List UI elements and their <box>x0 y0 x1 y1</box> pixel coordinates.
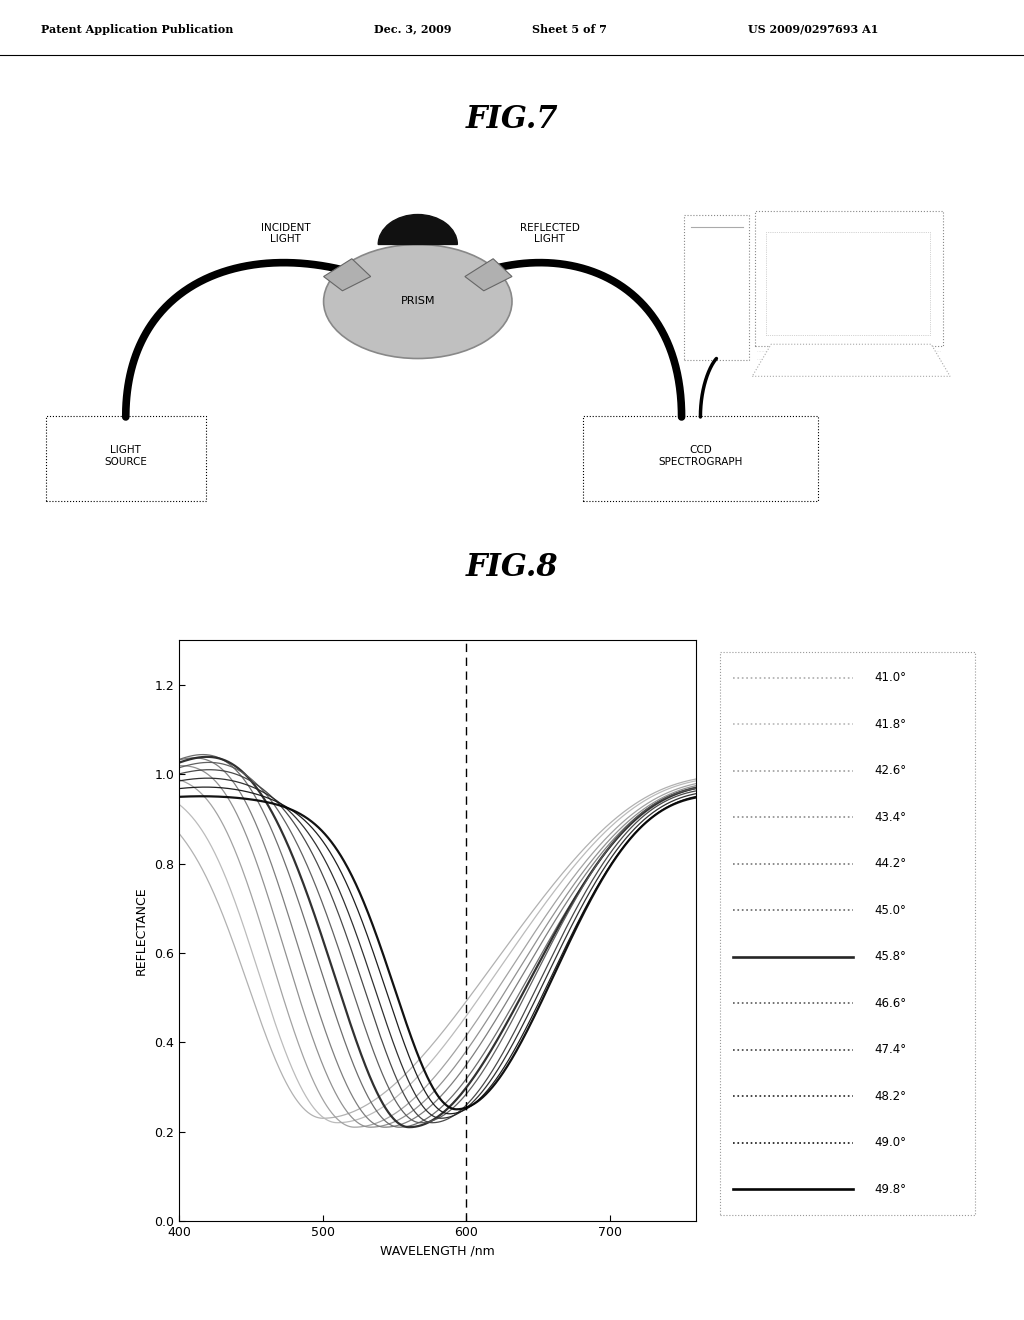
Text: 48.2°: 48.2° <box>874 1089 906 1102</box>
Text: 49.0°: 49.0° <box>874 1137 906 1150</box>
Text: 44.2°: 44.2° <box>874 857 906 870</box>
FancyBboxPatch shape <box>720 652 975 1216</box>
Y-axis label: REFLECTANCE: REFLECTANCE <box>134 886 147 975</box>
Text: CCD
SPECTROGRAPH: CCD SPECTROGRAPH <box>658 445 742 467</box>
FancyBboxPatch shape <box>46 416 206 502</box>
Text: PRISM: PRISM <box>400 297 435 306</box>
Polygon shape <box>465 259 512 290</box>
FancyBboxPatch shape <box>755 211 942 346</box>
Text: 45.0°: 45.0° <box>874 904 906 917</box>
Text: 45.8°: 45.8° <box>874 950 906 964</box>
Text: 47.4°: 47.4° <box>874 1043 906 1056</box>
Text: Patent Application Publication: Patent Application Publication <box>41 24 233 34</box>
Text: FIG.7: FIG.7 <box>466 104 558 135</box>
Ellipse shape <box>324 244 512 359</box>
Polygon shape <box>753 345 950 376</box>
Text: 49.8°: 49.8° <box>874 1183 906 1196</box>
Text: 43.4°: 43.4° <box>874 810 906 824</box>
X-axis label: WAVELENGTH /nm: WAVELENGTH /nm <box>380 1245 496 1258</box>
Text: REFLECTED
LIGHT: REFLECTED LIGHT <box>520 223 580 244</box>
Text: 46.6°: 46.6° <box>874 997 906 1010</box>
FancyBboxPatch shape <box>684 215 750 360</box>
Text: Dec. 3, 2009: Dec. 3, 2009 <box>374 24 452 34</box>
Wedge shape <box>378 215 458 244</box>
Text: FIG.8: FIG.8 <box>466 553 558 583</box>
Text: Sheet 5 of 7: Sheet 5 of 7 <box>532 24 607 34</box>
Text: 41.8°: 41.8° <box>874 718 906 731</box>
FancyBboxPatch shape <box>766 232 930 335</box>
Text: INCIDENT
LIGHT: INCIDENT LIGHT <box>261 223 310 244</box>
Polygon shape <box>324 259 371 290</box>
FancyBboxPatch shape <box>583 416 818 502</box>
Text: 42.6°: 42.6° <box>874 764 906 777</box>
Text: US 2009/0297693 A1: US 2009/0297693 A1 <box>748 24 878 34</box>
Text: 41.0°: 41.0° <box>874 672 906 685</box>
Text: LIGHT
SOURCE: LIGHT SOURCE <box>104 445 147 467</box>
